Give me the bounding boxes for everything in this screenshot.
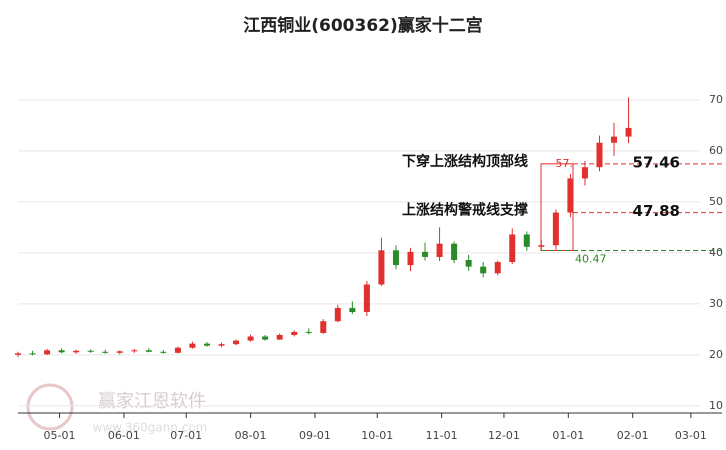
candle-body xyxy=(392,250,399,266)
candle-body xyxy=(174,347,181,353)
x-tick-label: 09-01 xyxy=(299,429,331,442)
x-tick-label: 05-01 xyxy=(44,429,76,442)
candle-body xyxy=(203,343,210,346)
candle-body xyxy=(349,307,356,313)
candle-body xyxy=(102,351,109,353)
y-tick-label: 10 xyxy=(709,399,723,412)
candle-body xyxy=(58,350,65,353)
candle-body xyxy=(291,331,298,335)
x-tick-label: 07-01 xyxy=(170,429,202,442)
candle-body xyxy=(334,307,341,322)
candle-body xyxy=(465,260,472,267)
candle-body xyxy=(233,340,240,345)
candle-body xyxy=(436,243,443,257)
x-tick-label: 11-01 xyxy=(426,429,458,442)
candle-body xyxy=(160,351,167,353)
level-label: 下穿上涨结构顶部线 xyxy=(402,153,528,170)
x-tick-label: 02-01 xyxy=(617,429,649,442)
x-tick-label: 06-01 xyxy=(108,429,140,442)
candle-body xyxy=(145,350,152,352)
y-tick-label: 40 xyxy=(709,246,723,259)
candle-body xyxy=(73,350,80,353)
x-tick-label: 10-01 xyxy=(361,429,393,442)
y-tick-label: 60 xyxy=(709,144,723,157)
level-value: 47.88 xyxy=(633,202,680,220)
watermark: 赢家江恩软件 xyxy=(98,390,206,412)
candle-body xyxy=(131,350,138,352)
candle-body xyxy=(276,334,283,340)
chart-title: 江西铜业(600362)赢家十二宫 xyxy=(243,15,483,36)
candle-body xyxy=(581,167,588,179)
candle-body xyxy=(29,353,36,355)
candle-body xyxy=(305,331,312,333)
candle-body xyxy=(363,284,370,313)
candle-body xyxy=(116,351,123,353)
candle-body xyxy=(218,344,225,346)
y-tick-label: 30 xyxy=(709,297,723,310)
y-tick-label: 20 xyxy=(709,348,723,361)
candle-body xyxy=(480,266,487,274)
watermark-logo xyxy=(26,383,74,431)
x-tick-label: 01-01 xyxy=(552,429,584,442)
candle-body xyxy=(422,251,429,257)
candle-body xyxy=(552,212,559,246)
box-low-label: 40.47 xyxy=(575,252,607,265)
level-value: 57.46 xyxy=(633,153,680,171)
candle-body xyxy=(262,336,269,340)
level-label: 上涨结构警戒线支撑 xyxy=(402,202,528,219)
y-tick-label: 50 xyxy=(709,195,723,208)
candle-body xyxy=(451,243,458,261)
candle-body xyxy=(509,234,516,263)
candle-body xyxy=(611,136,618,143)
candle-body xyxy=(320,321,327,333)
candle-body xyxy=(523,234,530,247)
x-tick-label: 12-01 xyxy=(488,429,520,442)
box-high-label: 57. xyxy=(556,157,574,170)
candle-body xyxy=(189,343,196,348)
x-tick-label: 03-01 xyxy=(675,429,707,442)
candle-body xyxy=(87,350,94,352)
candle-body xyxy=(625,127,632,137)
candle-body xyxy=(596,142,603,168)
watermark-url: www.360gann.com xyxy=(93,421,208,435)
y-tick-label: 70 xyxy=(709,93,723,106)
candle-body xyxy=(407,251,414,266)
candle-body xyxy=(494,262,501,274)
candle-body xyxy=(15,353,21,355)
candle-body xyxy=(567,178,574,213)
x-tick-label: 08-01 xyxy=(235,429,267,442)
candle-body xyxy=(44,350,51,355)
candle-body xyxy=(378,250,385,285)
candle-body xyxy=(247,336,254,341)
